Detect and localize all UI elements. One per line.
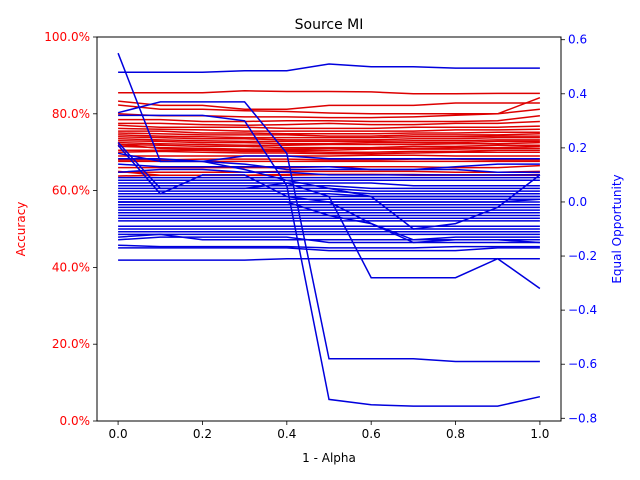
accuracy-series-line-11 [118, 136, 540, 141]
equal-opportunity-series-line-37 [118, 257, 540, 261]
equal-opportunity-series-line-0 [118, 63, 540, 73]
x-tick-label: 0.0 [109, 427, 128, 441]
y-right-tick-label: −0.2 [568, 249, 597, 263]
y-right-tick-label: −0.8 [568, 411, 597, 425]
accuracy-series-line-10 [118, 134, 540, 139]
y-left-tick-label: 80.0% [52, 107, 90, 121]
y-right-tick-label: 0.2 [568, 141, 587, 155]
accuracy-series-line-15 [118, 143, 540, 149]
chart-title: Source MI [295, 17, 364, 33]
x-axis-label: 1 - Alpha [302, 451, 356, 465]
accuracy-series-line-7 [118, 127, 540, 132]
accuracy-series-line-20 [118, 154, 540, 157]
y-left-tick-label: 100.0% [44, 30, 90, 44]
accuracy-series-line-14 [118, 141, 540, 147]
y-right-tick-label: 0.6 [568, 33, 587, 47]
accuracy-series-line-0 [118, 90, 540, 95]
series-layer [117, 52, 541, 407]
accuracy-series-line-18 [118, 149, 540, 153]
accuracy-series-line-4 [118, 114, 540, 123]
y-left-tick-label: 60.0% [52, 184, 90, 198]
y-left-tick-label: 20.0% [52, 337, 90, 351]
y-axis-right: −0.8 −0.6 −0.4 −0.2 0.0 0.2 0.4 0.6 [561, 33, 597, 425]
accuracy-series-line-9 [118, 132, 540, 137]
x-tick-label: 0.6 [362, 427, 381, 441]
y-right-tick-label: −0.6 [568, 357, 597, 371]
y-left-tick-label: 40.0% [52, 260, 90, 274]
x-tick-label: 0.4 [277, 427, 296, 441]
x-tick-label: 1.0 [530, 427, 549, 441]
equal-opportunity-series-line-7 [118, 157, 540, 171]
x-tick-label: 0.2 [193, 427, 212, 441]
y-right-tick-label: −0.4 [568, 303, 597, 317]
accuracy-series-line-24 [118, 170, 540, 173]
accuracy-series-line-12 [118, 138, 540, 143]
y-right-tick-label: 0.0 [568, 195, 587, 209]
equal-opportunity-series-line-36 [118, 247, 540, 252]
y-axis-right-label: Equal Opportunity [610, 174, 624, 283]
accuracy-series-line-8 [118, 130, 540, 135]
equal-opportunity-series-line-35 [118, 244, 540, 249]
y-right-tick-label: 0.4 [568, 87, 587, 101]
accuracy-series-line-19 [118, 150, 540, 155]
x-tick-label: 0.8 [446, 427, 465, 441]
y-left-tick-label: 0.0% [60, 414, 91, 428]
accuracy-series-line-6 [118, 124, 540, 130]
equal-opportunity-series-line-9 [118, 168, 540, 176]
equal-opportunity-series-line-33 [118, 233, 540, 241]
y-axis-left: 0.0% 20.0% 40.0% 60.0% 80.0% 100.0% [44, 30, 97, 428]
equal-opportunity-series-line-2 [117, 101, 540, 363]
x-axis: 0.0 0.2 0.4 0.6 0.8 1.0 [109, 421, 549, 441]
accuracy-series-line-2 [118, 104, 540, 115]
equal-opportunity-series-line-12 [118, 182, 540, 187]
accuracy-series-line-5 [118, 120, 540, 127]
accuracy-series-line-17 [118, 143, 540, 152]
equal-opportunity-series-line-15 [118, 190, 540, 195]
equal-opportunity-series-line-13 [118, 184, 540, 190]
equal-opportunity-series-line-8 [118, 163, 540, 173]
equal-opportunity-series-line-34 [118, 236, 540, 244]
plot-frame [96, 36, 562, 422]
y-axis-left-label: Accuracy [14, 202, 28, 257]
accuracy-series-line-1 [118, 100, 540, 110]
equal-opportunity-series-line-6 [117, 152, 540, 163]
equal-opportunity-series-line-3 [118, 114, 541, 407]
equal-opportunity-series-line-14 [118, 187, 540, 192]
